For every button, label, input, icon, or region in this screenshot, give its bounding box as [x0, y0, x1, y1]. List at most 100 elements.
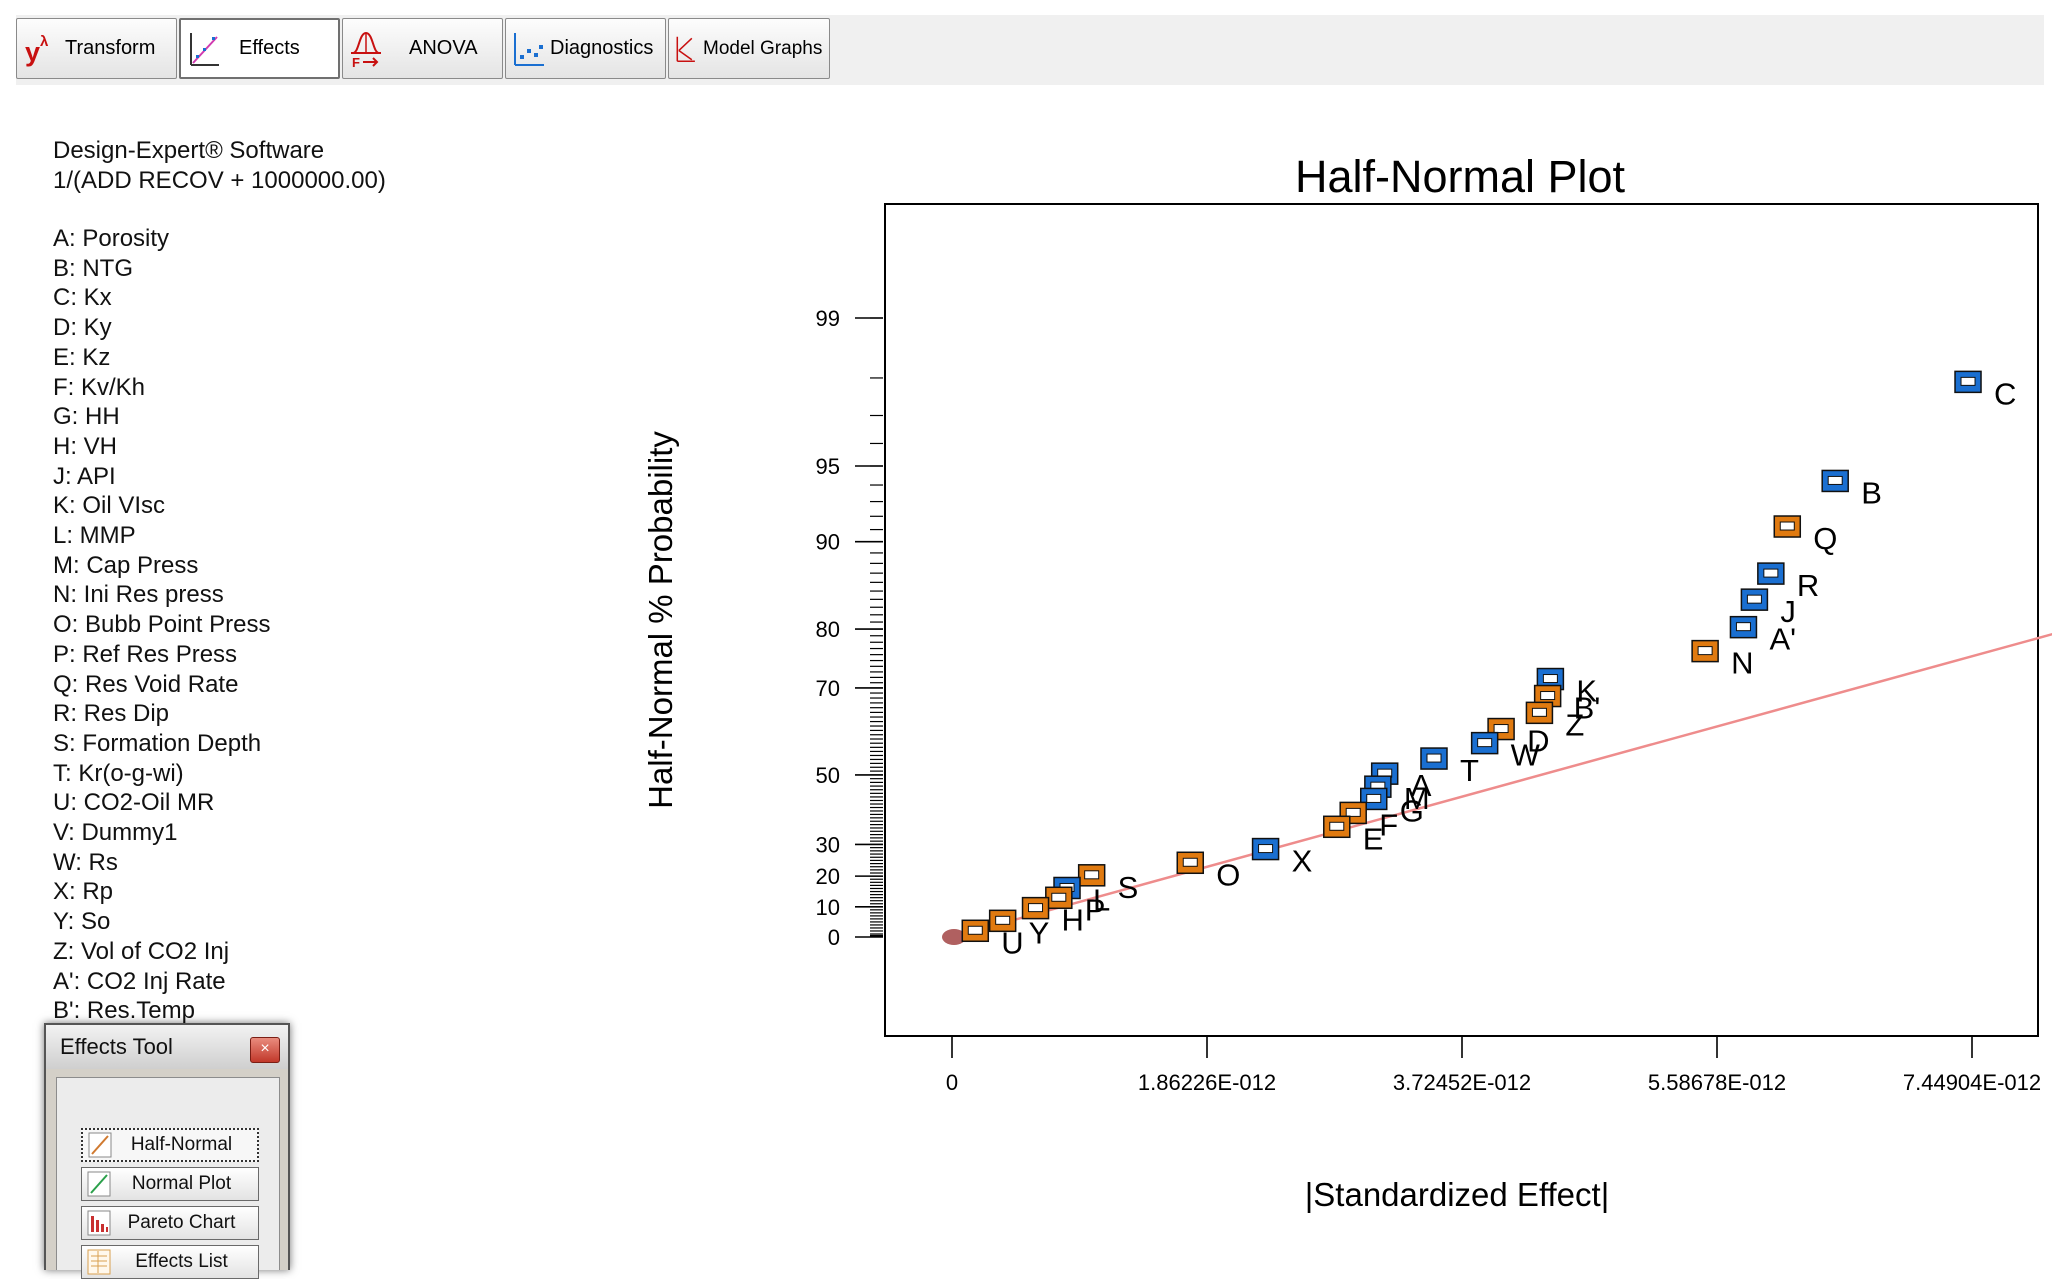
effect-label: E — [1363, 821, 1384, 856]
factor-item: Y: So — [53, 908, 111, 936]
diagnostics-button[interactable]: Diagnostics — [505, 18, 666, 79]
effect-label: K — [1576, 674, 1597, 709]
effect-marker-inner — [1182, 857, 1198, 867]
effect-point[interactable]: W — [1470, 731, 1541, 773]
factor-item: A: Porosity — [53, 225, 170, 252]
x-tick-label: 5.58678E-012 — [1648, 1070, 1786, 1095]
effect-label: W — [1511, 738, 1541, 773]
model-graphs-button-label: Model Graphs — [703, 37, 823, 59]
normal-plot-button[interactable]: Normal Plot — [81, 1167, 259, 1201]
effect-marker-inner — [1493, 724, 1509, 734]
effects-tool-title[interactable]: Effects Tool — [46, 1025, 288, 1069]
factor-item: Q: Res Void Rate — [53, 670, 239, 698]
effects-button[interactable]: Effects — [179, 18, 340, 79]
effect-point[interactable]: X — [1251, 837, 1313, 879]
factor-item: W: Rs — [53, 848, 118, 876]
y-tick-label: 95 — [816, 454, 840, 479]
effect-point[interactable]: E — [1323, 815, 1384, 856]
fit-line — [951, 632, 2052, 939]
effect-label: D — [1527, 724, 1549, 759]
effect-point[interactable]: A' — [1729, 615, 1796, 657]
effect-label: P — [1085, 892, 1106, 927]
effects-list-button[interactable]: Effects List — [81, 1245, 259, 1279]
effect-point[interactable]: O — [1176, 851, 1240, 892]
effect-point[interactable]: B' — [1533, 684, 1601, 726]
effect-point[interactable]: K — [1536, 667, 1597, 709]
effect-point[interactable]: G — [1359, 787, 1424, 828]
half-normal-button[interactable]: Half-Normal — [81, 1128, 259, 1162]
y-tick-label: 0 — [828, 925, 840, 950]
fit-line-group — [951, 632, 2052, 939]
error-estimate-marker — [942, 929, 966, 945]
effect-point[interactable]: Q — [1773, 515, 1837, 556]
y-tick-label: 80 — [816, 617, 840, 642]
normal-plot-icon — [87, 1171, 111, 1197]
factor-item: N: Ini Res press — [53, 581, 224, 609]
effect-marker-inner — [1028, 903, 1044, 913]
effect-point[interactable]: T — [1420, 747, 1479, 788]
effect-point[interactable]: D — [1487, 717, 1549, 759]
effect-label: H — [1062, 903, 1084, 938]
factor-item: J: API — [53, 462, 116, 490]
effect-marker-inner — [1531, 707, 1547, 717]
effect-point[interactable]: H — [1021, 896, 1084, 938]
effects-button-label: Effects — [239, 37, 300, 59]
effect-label: B' — [1574, 691, 1601, 726]
effect-label: A — [1411, 768, 1432, 803]
y-tick-label: 50 — [816, 763, 840, 788]
effect-point[interactable]: S — [1077, 864, 1139, 905]
close-icon[interactable]: × — [250, 1037, 280, 1063]
factor-item: U: CO2-Oil MR — [53, 789, 215, 817]
transform-button[interactable]: y λ Transform — [16, 18, 177, 79]
factor-item: G: HH — [53, 403, 120, 431]
effect-label: R — [1797, 568, 1819, 603]
svg-text:F: F — [352, 55, 360, 69]
y-tick-label: 20 — [816, 864, 840, 889]
chart-title: Half-Normal Plot — [1295, 151, 1626, 202]
effect-point[interactable]: Y — [988, 909, 1050, 950]
effects-scatter-icon — [190, 32, 219, 66]
effect-marker-inner — [1827, 475, 1843, 485]
effect-label: U — [1001, 925, 1023, 960]
y-axis-label: Half-Normal % Probability — [642, 431, 679, 809]
effect-point[interactable]: C — [1954, 370, 2016, 411]
x-tick-label: 3.72452E-012 — [1393, 1070, 1531, 1095]
factor-item: K: Oil VIsc — [53, 492, 166, 520]
x-axis-label: |Standardized Effect| — [1305, 1176, 1610, 1213]
factor-item: T: Kr(o-g-wi) — [53, 759, 184, 787]
effects-tool-window: Effects Tool × Half-Normal Normal Plot — [44, 1023, 290, 1279]
y-tick-label: 10 — [816, 895, 840, 920]
effects-list-label: Effects List — [135, 1251, 228, 1272]
effect-marker-inner — [995, 915, 1011, 925]
anova-button[interactable]: F ANOVA — [342, 18, 503, 79]
effect-marker-inner — [1542, 674, 1558, 684]
diagnostics-button-label: Diagnostics — [550, 37, 654, 59]
pareto-chart-button[interactable]: Pareto Chart — [81, 1206, 259, 1240]
effect-point[interactable]: R — [1757, 562, 1819, 603]
effect-point[interactable]: B — [1821, 469, 1882, 510]
effect-point[interactable]: N — [1691, 639, 1754, 681]
effect-label: C — [1994, 376, 2016, 411]
effect-point[interactable]: J — [1740, 588, 1796, 629]
effect-label: X — [1292, 844, 1313, 879]
effect-marker-inner — [1735, 622, 1751, 632]
effect-marker-inner — [1540, 691, 1556, 701]
effect-marker-inner — [1366, 793, 1382, 803]
effect-point[interactable]: Z — [1525, 701, 1584, 742]
effects-tool-panel: Half-Normal Normal Plot Pareto Chart — [56, 1077, 280, 1279]
effect-label: N — [1731, 646, 1753, 681]
effect-label: G — [1400, 793, 1424, 828]
model-graphs-button[interactable]: Model Graphs — [668, 18, 830, 79]
factor-item: F: Kv/Kh — [53, 373, 146, 401]
half-normal-label: Half-Normal — [130, 1134, 233, 1155]
effect-marker-inner — [1746, 594, 1762, 604]
diagnostics-scatter-icon — [514, 32, 544, 66]
effect-point[interactable]: U — [961, 919, 1024, 960]
x-tick-label: 1.86226E-012 — [1138, 1070, 1276, 1095]
factor-item: O: Bubb Point Press — [53, 611, 271, 639]
effect-point[interactable]: P — [1045, 886, 1106, 927]
model-graphs-icon — [676, 36, 695, 62]
y-axis: 0 10 20 30 50 70 80 90 95 99 — [816, 306, 883, 950]
effect-marker-inner — [1345, 807, 1361, 817]
